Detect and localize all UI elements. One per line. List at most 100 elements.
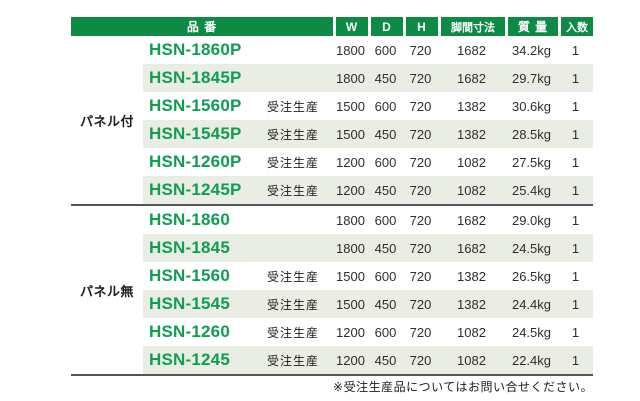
cell-width: 1200	[336, 352, 365, 368]
cell-mass: 34.2kg	[511, 42, 552, 58]
cell-width: 1800	[336, 240, 365, 256]
cell-depth: 600	[374, 154, 397, 170]
product-name-cell: HSN-1245P 受注生産	[143, 180, 333, 200]
group-label: パネル付	[79, 113, 134, 129]
cell-leg-span: 1082	[457, 182, 486, 198]
cell-width: 1500	[336, 98, 365, 114]
cell-qty: 1	[571, 324, 580, 340]
cell-width: 1800	[336, 42, 365, 58]
product-name-cell: HSN-1545 受注生産	[143, 294, 333, 314]
cell-qty: 1	[571, 126, 580, 142]
column-header-leg-span: 脚間寸法	[438, 17, 505, 36]
cell-depth: 450	[374, 240, 397, 256]
made-to-order-note: 受注生産	[266, 325, 319, 340]
cell-height: 720	[409, 126, 432, 142]
product-name-cell: HSN-1860P	[143, 40, 333, 60]
table-row: HSN-1260P 受注生産 1200 600 720 1082 27.5kg …	[143, 148, 593, 176]
cell-width: 1800	[336, 70, 365, 86]
cell-depth: 450	[374, 126, 397, 142]
made-to-order-note: 受注生産	[266, 269, 319, 284]
cell-qty: 1	[571, 154, 580, 170]
product-code: HSN-1245P	[149, 180, 242, 199]
made-to-order-note: 受注生産	[266, 297, 319, 312]
cell-leg-span: 1082	[457, 324, 486, 340]
cell-leg-span: 1082	[457, 352, 486, 368]
group-rows: HSN-1860P 1800 600 720 1682 34.2kg 1 HSN…	[143, 36, 593, 204]
product-code: HSN-1545P	[149, 124, 242, 143]
table-row: HSN-1260 受注生産 1200 600 720 1082 24.5kg 1	[143, 318, 593, 346]
cell-mass: 28.5kg	[511, 126, 552, 142]
cell-mass: 25.4kg	[511, 182, 552, 198]
table-row: HSN-1860 1800 600 720 1682 29.0kg 1	[143, 206, 593, 234]
product-code: HSN-1845P	[149, 68, 242, 87]
cell-width: 1500	[336, 268, 365, 284]
table-row: HSN-1545P 受注生産 1500 450 720 1382 28.5kg …	[143, 120, 593, 148]
cell-qty: 1	[571, 98, 580, 114]
cell-leg-span: 1682	[457, 70, 486, 86]
table-header-row: 品 番 W D H 脚間寸法 質 量 入数	[71, 17, 593, 36]
cell-qty: 1	[571, 212, 580, 228]
cell-qty: 1	[571, 268, 580, 284]
cell-height: 720	[409, 70, 432, 86]
cell-mass: 24.5kg	[511, 324, 552, 340]
group-panel-none: パネル無 HSN-1860 1800 600 720 1682 29.0kg 1…	[71, 206, 593, 374]
table-row: HSN-1860P 1800 600 720 1682 34.2kg 1	[143, 36, 593, 64]
cell-mass: 22.4kg	[511, 352, 552, 368]
table-row: HSN-1845P 1800 450 720 1682 29.7kg 1	[143, 64, 593, 92]
cell-height: 720	[409, 240, 432, 256]
cell-width: 1500	[336, 126, 365, 142]
cell-depth: 450	[374, 296, 397, 312]
cell-depth: 450	[374, 70, 397, 86]
group-panel-attached: パネル付 HSN-1860P 1800 600 720 1682 34.2kg …	[71, 36, 593, 204]
cell-height: 720	[409, 154, 432, 170]
made-to-order-footnote: ※受注生産品についてはお問い合せください。	[333, 380, 593, 394]
product-name-cell: HSN-1560 受注生産	[143, 266, 333, 286]
group-label: パネル無	[79, 283, 134, 299]
product-code: HSN-1260P	[149, 152, 242, 171]
product-name-cell: HSN-1545P 受注生産	[143, 124, 333, 144]
cell-qty: 1	[571, 240, 580, 256]
product-name-cell: HSN-1560P 受注生産	[143, 96, 333, 116]
cell-depth: 600	[374, 268, 397, 284]
cell-leg-span: 1382	[457, 126, 486, 142]
product-code: HSN-1560	[149, 266, 230, 285]
cell-height: 720	[409, 352, 432, 368]
table-row: HSN-1845 1800 450 720 1682 24.5kg 1	[143, 234, 593, 262]
table-row: HSN-1560P 受注生産 1500 600 720 1382 30.6kg …	[143, 92, 593, 120]
cell-width: 1200	[336, 154, 365, 170]
cell-width: 1200	[336, 182, 365, 198]
product-code: HSN-1860	[149, 210, 230, 229]
column-header-product-number: 品 番	[71, 17, 333, 36]
cell-depth: 600	[374, 42, 397, 58]
group-divider-line	[71, 204, 593, 206]
column-header-depth: D	[368, 17, 403, 36]
cell-mass: 26.5kg	[511, 268, 552, 284]
cell-mass: 29.0kg	[511, 212, 552, 228]
product-spec-table: 品 番 W D H 脚間寸法 質 量 入数 パネル付 HSN-1860P 180…	[71, 17, 593, 376]
table-row: HSN-1545 受注生産 1500 450 720 1382 24.4kg 1	[143, 290, 593, 318]
group-rows: HSN-1860 1800 600 720 1682 29.0kg 1 HSN-…	[143, 206, 593, 374]
table-row: HSN-1245 受注生産 1200 450 720 1082 22.4kg 1	[143, 346, 593, 374]
cell-height: 720	[409, 182, 432, 198]
cell-leg-span: 1682	[457, 42, 486, 58]
product-name-cell: HSN-1245 受注生産	[143, 350, 333, 370]
column-header-mass: 質 量	[505, 17, 558, 36]
cell-depth: 600	[374, 212, 397, 228]
cell-qty: 1	[571, 352, 580, 368]
cell-leg-span: 1382	[457, 268, 486, 284]
cell-mass: 29.7kg	[511, 70, 552, 86]
cell-depth: 600	[374, 324, 397, 340]
column-header-height: H	[403, 17, 438, 36]
product-name-cell: HSN-1845P	[143, 68, 333, 88]
cell-mass: 24.5kg	[511, 240, 552, 256]
cell-leg-span: 1682	[457, 212, 486, 228]
made-to-order-note: 受注生産	[266, 99, 319, 114]
table-row: HSN-1245P 受注生産 1200 450 720 1082 25.4kg …	[143, 176, 593, 204]
product-code: HSN-1560P	[149, 96, 242, 115]
cell-width: 1500	[336, 296, 365, 312]
cell-width: 1200	[336, 324, 365, 340]
made-to-order-note: 受注生産	[266, 353, 319, 368]
cell-qty: 1	[571, 182, 580, 198]
column-header-qty: 入数	[558, 17, 593, 36]
